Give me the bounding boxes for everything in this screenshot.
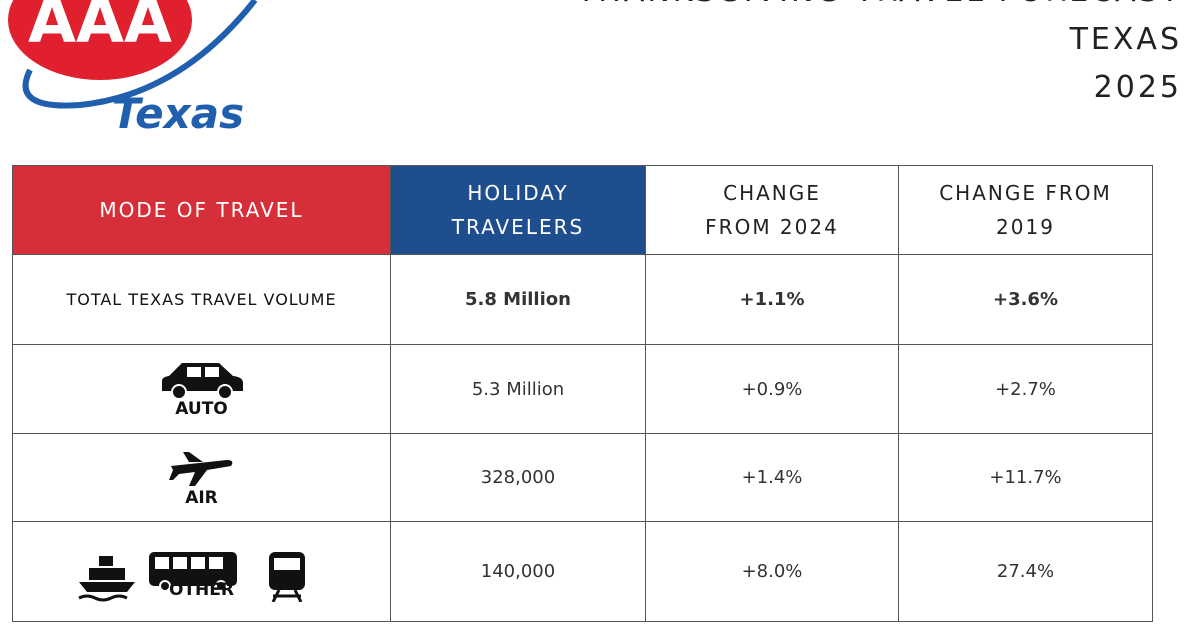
cell: 5.8 Million xyxy=(390,254,646,345)
column-header: CHANGE FROM 2019 xyxy=(898,165,1153,255)
column-header: HOLIDAY TRAVELERS xyxy=(390,165,646,255)
cell: +1.1% xyxy=(645,254,899,345)
logo-swoosh xyxy=(22,0,258,109)
column-header: CHANGE FROM 2024 xyxy=(645,165,899,255)
cell: OTHER xyxy=(12,521,391,622)
row: AIR 328,000 +1.4% +11.7% xyxy=(12,433,1153,522)
cell: 27.4% xyxy=(898,521,1153,622)
row: AUTO 5.3 Million +0.9% +2.7% xyxy=(12,344,1153,434)
cell: 140,000 xyxy=(390,521,646,622)
cell: +3.6% xyxy=(898,254,1153,345)
logo-mark: AAA xyxy=(28,0,172,57)
cell: +0.9% xyxy=(645,344,899,434)
column-header: MODE OF TRAVEL xyxy=(12,165,391,255)
cell: +11.7% xyxy=(898,433,1153,522)
title-line: TEXAS xyxy=(1069,22,1182,57)
row: TOTAL TEXAS TRAVEL VOLUME 5.8 Million +1… xyxy=(12,254,1153,345)
mode-label: OTHER xyxy=(169,580,234,600)
other-icons xyxy=(77,551,305,602)
cell: +1.4% xyxy=(645,433,899,522)
row: OTHER 140,000 +8.0% 27.4% xyxy=(12,521,1153,622)
plane-icon xyxy=(168,451,232,486)
cell: +2.7% xyxy=(898,344,1153,434)
title-line: THANKSGIVING TRAVEL FORECAST xyxy=(577,0,1182,16)
cell: AUTO xyxy=(12,344,391,434)
cell: 328,000 xyxy=(390,433,646,522)
mode-label: AUTO xyxy=(175,399,228,419)
logo-oval xyxy=(8,0,192,80)
cell: TOTAL TEXAS TRAVEL VOLUME xyxy=(12,254,391,345)
header-row: MODE OF TRAVEL HOLIDAY TRAVELERS CHANGE … xyxy=(12,165,1153,255)
cell: 5.3 Million xyxy=(390,344,646,434)
title-line: 2025 xyxy=(1093,70,1182,105)
mode-label: AIR xyxy=(185,487,218,508)
car-icon xyxy=(161,363,243,399)
logo: AAA Texas xyxy=(8,0,258,138)
logo-region: Texas xyxy=(112,89,244,138)
travel-table: MODE OF TRAVEL HOLIDAY TRAVELERS CHANGE … xyxy=(12,165,1153,622)
cell: AIR xyxy=(12,433,391,522)
cell: +8.0% xyxy=(645,521,899,622)
